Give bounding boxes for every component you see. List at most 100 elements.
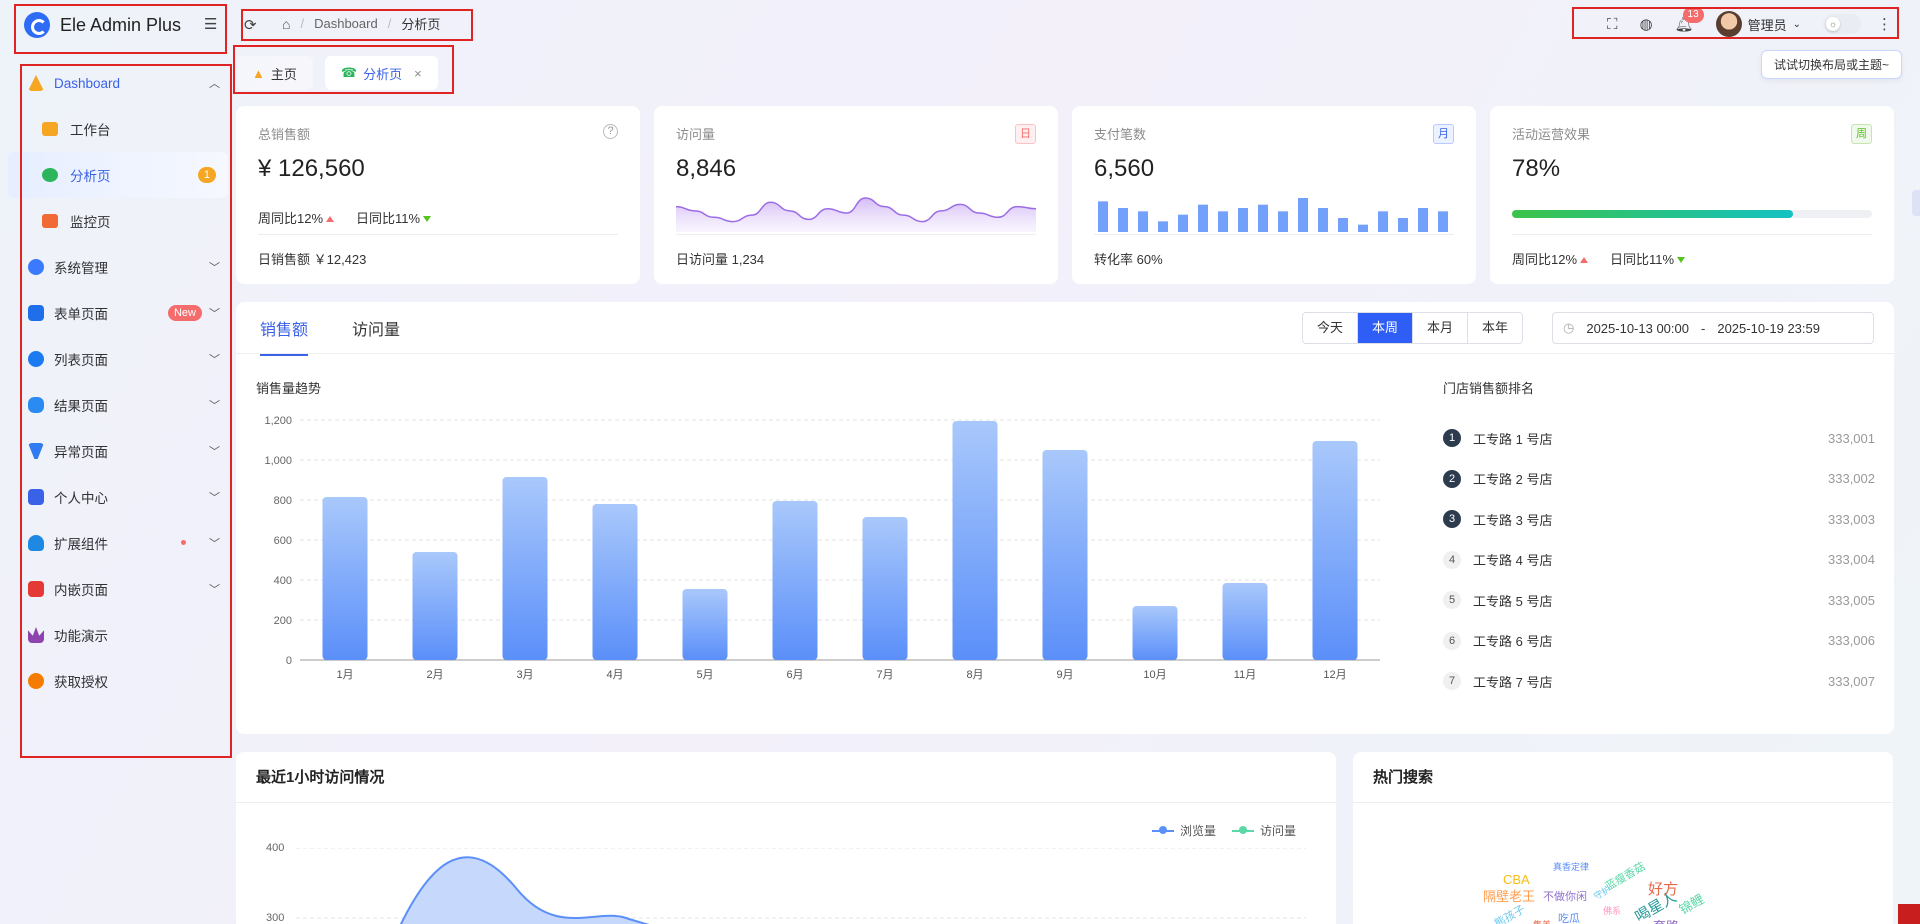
- y-tick-label: 400: [274, 575, 292, 587]
- range-end[interactable]: 2025-10-19 23:59: [1717, 320, 1820, 336]
- sales-bar-chart: 0 200 400 600 800 1,000 1,200 1月 2月 3月 4月 5月 6月 7月 8月 9…: [264, 415, 1380, 681]
- date-range-picker[interactable]: ◷ 2025-10-13 00:00 - 2025-10-19 23:59: [1552, 312, 1874, 344]
- collapse-menu-icon[interactable]: ☰: [204, 16, 218, 33]
- hot-word[interactable]: 好方: [1648, 881, 1679, 898]
- mini-bar: [1098, 201, 1108, 232]
- hot-word[interactable]: CBA: [1503, 872, 1530, 887]
- sparkline-line: [676, 197, 1036, 223]
- legend-visits[interactable]: 访问量: [1231, 822, 1296, 839]
- bar: [592, 504, 638, 660]
- close-tab-icon[interactable]: ×: [414, 65, 422, 81]
- hot-word[interactable]: 集美: [1533, 918, 1551, 924]
- store-name: 工专路 4 号店: [1473, 553, 1553, 569]
- store-sales-value: 333,006: [1828, 633, 1875, 649]
- rank-number: 6: [1443, 631, 1461, 650]
- rank-number: 4: [1443, 550, 1461, 569]
- mini-bar: [1178, 214, 1188, 232]
- app-title: Ele Admin Plus: [60, 14, 182, 35]
- stat-card-operations: 活动运营效果 周 78% 周同比12% 日同比11%: [1490, 106, 1894, 284]
- y-tick-label: 200: [274, 615, 292, 627]
- x-tick-label: 10月: [1143, 669, 1166, 681]
- user-menu[interactable]: 管理员 ⌄: [1715, 11, 1801, 37]
- card-title: 最近1小时访问情况: [256, 769, 385, 786]
- hot-word[interactable]: 佛系: [1603, 906, 1622, 916]
- mini-bar: [1418, 208, 1428, 232]
- mini-bar: [1298, 198, 1308, 232]
- tab-analysis[interactable]: ☎ 分析页 ×: [324, 56, 438, 90]
- mini-bar: [1278, 211, 1288, 232]
- sidebar-item-results[interactable]: 结果页面 ﹀: [22, 382, 228, 428]
- home-icon[interactable]: ⌂: [282, 15, 291, 32]
- list-icon: [28, 351, 44, 367]
- analysis-count-badge: 1: [197, 167, 216, 183]
- trend-up-icon: [326, 216, 335, 222]
- store-name: 工专路 2 号店: [1473, 472, 1553, 488]
- language-globe-icon[interactable]: ◍: [1639, 16, 1653, 33]
- theme-toggle[interactable]: ☼: [1823, 14, 1861, 34]
- more-vertical-icon[interactable]: ⋮: [1877, 16, 1892, 33]
- sidebar-item-license[interactable]: 获取授权: [22, 658, 228, 704]
- sidebar-item-monitor[interactable]: 监控页: [22, 198, 228, 244]
- progress-fill: [1512, 210, 1793, 218]
- sidebar-item-extensions[interactable]: 扩展组件 ﹀: [22, 520, 228, 566]
- x-tick-label: 1月: [336, 669, 353, 681]
- hot-word[interactable]: 锦鲤: [1676, 891, 1707, 918]
- hot-word[interactable]: 隔壁老王: [1483, 889, 1536, 904]
- range-start[interactable]: 2025-10-13 00:00: [1586, 320, 1689, 336]
- period-tag-month: 月: [1433, 124, 1454, 144]
- period-week[interactable]: 本周: [1358, 313, 1414, 343]
- stat-label: 支付笔数: [1094, 127, 1147, 142]
- chevron-down-icon: ﹀: [209, 354, 220, 366]
- app-logo[interactable]: Ele Admin Plus: [24, 12, 181, 38]
- y-tick-label: 0: [286, 655, 292, 667]
- help-icon[interactable]: ?: [603, 124, 618, 139]
- tab-home[interactable]: ▲ 主页: [236, 56, 313, 90]
- hot-word[interactable]: 不做你闲: [1543, 891, 1587, 903]
- period-month[interactable]: 本月: [1413, 313, 1469, 343]
- sidebar-item-analysis[interactable]: 分析页 1: [8, 152, 228, 198]
- fullscreen-icon[interactable]: ⛶: [1606, 15, 1618, 33]
- bar: [952, 421, 998, 660]
- recent-visits-card: 最近1小时访问情况 浏览量 访问量 400 300: [236, 752, 1336, 924]
- rank-row: 5 工专路 5 号店 333,005: [1443, 580, 1875, 621]
- chevron-down-icon: ﹀: [209, 446, 220, 458]
- settings-drawer-handle[interactable]: [1912, 190, 1920, 216]
- corner-flag-icon[interactable]: [1898, 904, 1920, 924]
- sidebar-item-lists[interactable]: 列表页面 ﹀: [22, 336, 228, 382]
- notification-bell-icon[interactable]: 🔔︎ 13: [1675, 7, 1704, 33]
- chevron-down-icon: ⌄: [1792, 18, 1801, 30]
- workbench-icon: [42, 122, 58, 136]
- unread-dot: [181, 540, 186, 545]
- trend-down-icon: [423, 216, 432, 222]
- sidebar-item-system[interactable]: 系统管理 ﹀: [22, 244, 228, 290]
- avatar: [1715, 11, 1742, 37]
- sidebar-item-exceptions[interactable]: 异常页面 ﹀: [22, 428, 228, 474]
- mini-bar: [1258, 204, 1268, 232]
- clock-icon: ◷: [1563, 320, 1575, 335]
- refresh-icon[interactable]: ⟳: [244, 17, 257, 34]
- legend-pageviews[interactable]: 浏览量: [1151, 822, 1216, 839]
- period-today[interactable]: 今天: [1303, 313, 1359, 343]
- sidebar-item-profile[interactable]: 个人中心 ﹀: [22, 474, 228, 520]
- hot-word[interactable]: 吃瓜: [1558, 913, 1580, 924]
- tab-sales[interactable]: 销售额: [260, 316, 309, 356]
- sidebar-item-dashboard[interactable]: Dashboard ︿: [22, 60, 228, 106]
- hot-word[interactable]: 套路: [1653, 916, 1679, 924]
- breadcrumb-dashboard[interactable]: Dashboard: [314, 16, 378, 31]
- sidebar-item-forms[interactable]: 表单页面 New ﹀: [22, 290, 228, 336]
- tab-visits[interactable]: 访问量: [352, 322, 401, 339]
- new-badge: New: [167, 305, 202, 321]
- stat-footer: 日销售额 ￥12,423: [258, 234, 618, 268]
- breadcrumb: ⌂ / Dashboard / 分析页: [282, 15, 441, 33]
- hot-word[interactable]: 真香定律: [1553, 862, 1590, 872]
- crown-icon: [28, 627, 44, 643]
- period-year[interactable]: 本年: [1482, 320, 1509, 335]
- rank-number: 1: [1443, 429, 1461, 448]
- chart-legend: 浏览量 访问量: [1151, 822, 1296, 839]
- sidebar-item-embedded[interactable]: 内嵌页面 ﹀: [22, 566, 228, 612]
- sidebar-item-demo[interactable]: 功能演示: [22, 612, 228, 658]
- sidebar-item-workbench[interactable]: 工作台: [22, 106, 228, 152]
- store-sales-value: 333,004: [1828, 552, 1875, 568]
- visits-area-chart: [296, 848, 1306, 924]
- trend-down-icon: [1677, 257, 1686, 263]
